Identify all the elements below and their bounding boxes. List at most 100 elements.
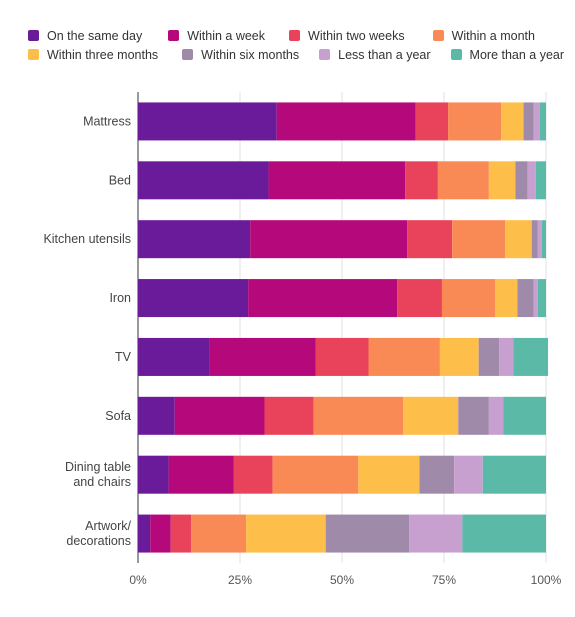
bar-segment (462, 514, 546, 553)
bar-segment (138, 396, 175, 435)
bar-segment (482, 455, 546, 494)
bar-segment (138, 514, 151, 553)
bar-segment (527, 161, 536, 200)
bar-segment (138, 337, 210, 376)
legend-label: Within three months (47, 47, 159, 62)
bar-segment (499, 337, 514, 376)
x-tick-label: 100% (531, 573, 562, 587)
legend-label: Within a month (451, 28, 535, 43)
bar-segment (313, 396, 404, 435)
legend-swatch (28, 30, 39, 41)
x-tick-label: 25% (228, 573, 252, 587)
category-label: Bed (109, 173, 131, 187)
bar-segment (268, 161, 406, 200)
bar-segment (397, 279, 442, 318)
legend-swatch (319, 49, 331, 60)
x-tick-label: 75% (432, 573, 456, 587)
legend-item: Within a month (432, 28, 535, 43)
bar-segment (535, 161, 546, 200)
bar-segment (246, 514, 326, 553)
bar-segment (138, 220, 251, 259)
category-label: Dining table and chairs (65, 460, 131, 489)
bar-segment (517, 279, 534, 318)
bar-segment (531, 220, 538, 259)
bar-segment (503, 396, 546, 435)
bar-segment (441, 279, 495, 318)
bar-segment (488, 396, 504, 435)
legend-item: Within six months (182, 48, 299, 62)
legend-label: Less than a year (338, 47, 431, 62)
category-label: Sofa (105, 409, 131, 423)
bar-segment (174, 396, 265, 435)
legend-row-2: Within three months Within six months Less… (28, 45, 568, 64)
bar-segment (248, 279, 398, 318)
category-label: Artwork/decorations (66, 519, 131, 548)
legend-swatch (432, 30, 444, 41)
bar-segment (452, 220, 506, 259)
x-tick-label: 50% (330, 573, 354, 587)
bar-segment (488, 161, 516, 200)
bar-segment (505, 220, 532, 259)
bar-segment (405, 161, 438, 200)
legend-swatch (182, 49, 194, 60)
legend-item: On the same day (28, 29, 142, 43)
legend-label: Within two weeks (308, 28, 405, 43)
bar-segment (495, 279, 518, 318)
legend: On the same day Within a week Within two w… (28, 26, 568, 64)
bar-segment (168, 455, 234, 494)
bar-segment (448, 102, 502, 141)
bar-segment (272, 455, 359, 494)
legend-row-1: On the same day Within a week Within two w… (28, 26, 568, 45)
bar-segment (437, 161, 489, 200)
legend-swatch (28, 49, 39, 60)
bar-segment (501, 102, 524, 141)
legend-label: On the same day (47, 28, 143, 43)
bar-segment (250, 220, 408, 259)
bar-segment (315, 337, 369, 376)
bar-segment (458, 396, 489, 435)
bar-segment (419, 455, 455, 494)
bar-segment (533, 102, 540, 141)
category-label: Kitchen utensils (43, 232, 131, 246)
bar-segment (138, 279, 249, 318)
legend-label: Within six months (201, 47, 300, 62)
bar-segment (233, 455, 273, 494)
legend-item: Within a week (168, 29, 265, 43)
category-label: Mattress (83, 114, 131, 128)
bar-segment (358, 455, 420, 494)
legend-item: Less than a year (319, 47, 431, 62)
bar-segment (515, 161, 528, 200)
bar-segment (454, 455, 483, 494)
bar-segment (439, 337, 479, 376)
bar-segment (138, 161, 269, 200)
legend-swatch (289, 30, 301, 41)
bar-segment (513, 337, 549, 376)
bar-segment (403, 396, 459, 435)
bar-segment (478, 337, 500, 376)
bar-segment (533, 279, 538, 318)
legend-swatch (168, 30, 180, 41)
bar-segment (415, 102, 449, 141)
legend-item: Within three months (28, 48, 158, 62)
bar-segment (138, 102, 277, 141)
category-label: Iron (109, 291, 131, 305)
category-label: TV (115, 350, 132, 364)
bar-segment (539, 102, 546, 141)
bar-segment (368, 337, 440, 376)
legend-item: More than a year (450, 48, 564, 62)
bar-segment (264, 396, 314, 435)
legend-swatch (450, 49, 462, 60)
legend-label: Within a week (187, 28, 266, 43)
bar-segment (138, 455, 169, 494)
bar-segment (537, 220, 542, 259)
bar-segment (209, 337, 316, 376)
bar-segment (523, 102, 534, 141)
bar-segment (150, 514, 171, 553)
bar-segment (170, 514, 192, 553)
bar-segment (541, 220, 546, 259)
legend-item: Within two weeks (289, 29, 405, 43)
bar-segment (407, 220, 453, 259)
bar-segment (409, 514, 463, 553)
